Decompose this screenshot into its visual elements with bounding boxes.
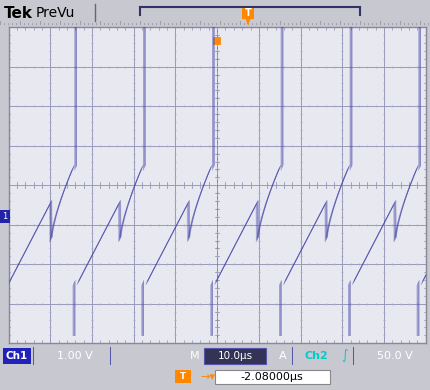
Text: 50.0 V: 50.0 V — [377, 351, 413, 361]
Text: -2.08000μs: -2.08000μs — [241, 372, 304, 382]
FancyBboxPatch shape — [110, 347, 111, 365]
FancyBboxPatch shape — [33, 347, 34, 365]
Text: 10.0μs: 10.0μs — [218, 351, 252, 361]
Text: M: M — [190, 351, 200, 361]
Text: T: T — [245, 8, 252, 18]
Text: ∫: ∫ — [342, 349, 348, 362]
Text: 1.00 V: 1.00 V — [57, 351, 93, 361]
FancyBboxPatch shape — [292, 347, 293, 365]
Text: A: A — [279, 351, 287, 361]
Text: Ch1: Ch1 — [6, 351, 28, 361]
Text: →▾: →▾ — [200, 372, 215, 382]
FancyBboxPatch shape — [204, 348, 266, 363]
Text: U: U — [214, 38, 220, 44]
FancyBboxPatch shape — [353, 347, 354, 365]
FancyBboxPatch shape — [3, 348, 31, 363]
Text: PreVu: PreVu — [36, 6, 75, 20]
Text: Ch2: Ch2 — [304, 351, 328, 361]
FancyBboxPatch shape — [215, 370, 330, 385]
Text: 1: 1 — [3, 212, 8, 222]
Text: T: T — [180, 372, 186, 381]
FancyBboxPatch shape — [242, 8, 254, 19]
Text: Tek: Tek — [4, 6, 33, 21]
FancyBboxPatch shape — [175, 370, 191, 383]
